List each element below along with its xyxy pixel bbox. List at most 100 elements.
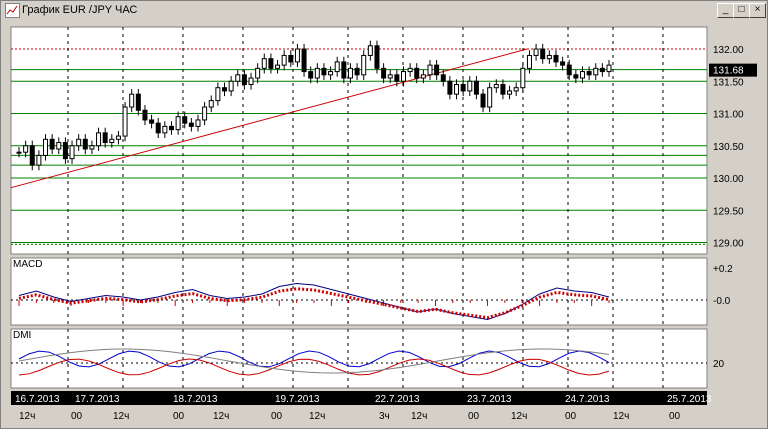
candle-body — [513, 87, 519, 92]
time-axis-hour-label: 12ч — [613, 411, 629, 422]
candle-body — [188, 122, 194, 127]
candle-body — [573, 74, 579, 79]
price-tick-label: 132.00 — [713, 45, 744, 56]
candle-body — [414, 67, 420, 79]
adx-line — [18, 348, 610, 374]
candle-body — [407, 67, 413, 73]
candle-body — [208, 100, 214, 108]
time-axis-hour-label: 00 — [468, 411, 480, 422]
candle-body — [387, 74, 393, 79]
candle-body — [129, 93, 135, 108]
candle-body — [308, 71, 314, 79]
macd-panel — [10, 257, 708, 326]
candle-body — [36, 154, 42, 166]
macd-tick-label: +0.2 — [713, 264, 733, 275]
candle-body — [115, 135, 121, 140]
time-axis-hour-label: 00 — [71, 411, 83, 422]
time-axis-hour-label: 12ч — [19, 411, 35, 422]
candle-body — [334, 61, 340, 73]
candle-body — [89, 145, 95, 150]
time-axis-date-label: 23.7.2013 — [467, 394, 512, 405]
candle-body — [460, 83, 466, 92]
dmi-tick-label: 20 — [713, 359, 725, 370]
price-tick-label: 131.00 — [713, 110, 744, 121]
candle-body — [69, 145, 75, 160]
candle-body — [467, 80, 473, 92]
candle-body — [507, 90, 513, 95]
candle-body — [493, 83, 499, 89]
close-button[interactable]: × — [749, 3, 766, 18]
candle-body — [480, 93, 486, 108]
candle-body — [361, 54, 367, 76]
candle-body — [23, 145, 29, 153]
time-axis-hour-label: 00 — [173, 411, 185, 422]
candle-body — [301, 48, 307, 73]
candle-body — [487, 87, 493, 108]
dmi-label: DMI — [13, 330, 31, 341]
time-axis-hour-label: 12ч — [213, 411, 229, 422]
price-tick-label: 130.00 — [713, 174, 744, 185]
candle-body — [566, 64, 572, 76]
time-axis-date-label: 17.7.2013 — [75, 394, 120, 405]
candle-body — [16, 151, 22, 154]
candle-body — [102, 132, 108, 144]
candle-body — [500, 83, 506, 95]
candle-body — [381, 67, 387, 79]
time-axis-date-label: 22.7.2013 — [375, 394, 420, 405]
candle-body — [261, 58, 267, 69]
candle-body — [149, 119, 155, 124]
candle-body — [560, 61, 566, 66]
time-axis-date-label: 19.7.2013 — [275, 394, 320, 405]
candle-body — [241, 74, 247, 85]
candle-body — [235, 74, 241, 82]
time-axis-hour-label: 12ч — [309, 411, 325, 422]
price-chart-svg[interactable]: 132.00 131.50 131.00 130.50 130.00 129.50 129.… — [3, 19, 764, 427]
candle-body — [520, 67, 526, 89]
candle-body — [195, 119, 201, 127]
time-axis-date-label: 16.7.2013 — [15, 394, 60, 405]
time-axis-hour-label: 00 — [271, 411, 283, 422]
time-axis-hour-label: 12ч — [411, 411, 427, 422]
candle-body — [56, 142, 62, 150]
dmi-plus-line — [18, 350, 610, 368]
candle-body — [76, 138, 82, 147]
price-tick-label: 129.50 — [713, 206, 744, 217]
dmi-panel — [10, 328, 708, 389]
candle-body — [374, 45, 380, 69]
candle-body — [62, 142, 68, 160]
candle-body — [367, 45, 373, 56]
time-axis-date-label: 18.7.2013 — [173, 394, 218, 405]
minimize-button[interactable]: _ — [717, 3, 734, 18]
candle-body — [162, 125, 168, 134]
time-axis-band — [11, 391, 707, 405]
candle-body — [546, 54, 552, 60]
candle-body — [82, 138, 88, 150]
candle-body — [354, 67, 360, 76]
candle-body — [526, 54, 532, 69]
price-tick-label: 130.50 — [713, 142, 744, 153]
candle-body — [606, 64, 612, 73]
candle-body — [427, 64, 433, 76]
candle-body — [109, 138, 115, 144]
title-bar[interactable]: График EUR /JPY ЧАС _ □ × — [2, 2, 766, 18]
candle-body — [29, 145, 35, 166]
chart-app-icon — [5, 3, 20, 18]
candle-body — [268, 58, 274, 69]
main-panel — [10, 26, 708, 255]
candle-body — [294, 48, 300, 63]
chart-area[interactable]: 132.00 131.50 131.00 130.50 130.00 129.50 129.… — [3, 19, 764, 427]
candle-body — [586, 71, 592, 76]
maximize-button[interactable]: □ — [733, 3, 750, 18]
time-axis-date-label: 25.7.2013 — [667, 394, 712, 405]
candle-body — [142, 109, 148, 121]
time-axis-hour-label: 3ч — [379, 411, 390, 422]
candle-body — [202, 106, 208, 121]
candle-body — [400, 71, 406, 82]
candle-body — [540, 48, 546, 60]
candle-body — [248, 77, 254, 85]
candle-body — [593, 67, 599, 76]
candle-body — [394, 74, 400, 82]
candle-body — [288, 54, 294, 63]
macd-tick-label: -0.0 — [713, 296, 731, 307]
candle-body — [579, 71, 585, 79]
